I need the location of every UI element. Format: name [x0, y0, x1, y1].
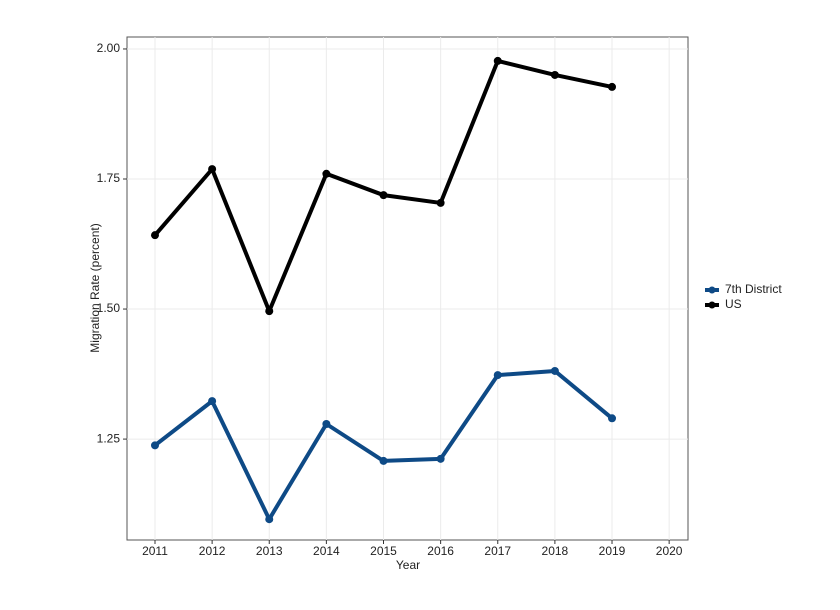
- x-tick-label: 2019: [599, 544, 626, 558]
- plot-panel: [126, 36, 689, 541]
- legend-key-point: [708, 286, 716, 294]
- x-tick-label: 2013: [256, 544, 283, 558]
- x-tick-label: 2020: [656, 544, 683, 558]
- x-axis-title: Year: [396, 558, 420, 572]
- y-tick-label: 1.25: [97, 431, 121, 445]
- data-point: [608, 82, 617, 91]
- marks: [150, 56, 617, 524]
- x-tick-label: 2014: [313, 544, 340, 558]
- data-point: [550, 70, 559, 79]
- x-tick-label: 2016: [427, 544, 454, 558]
- x-tick-label: 2017: [484, 544, 511, 558]
- data-point: [379, 456, 388, 465]
- data-point: [436, 198, 445, 207]
- data-point: [265, 515, 274, 524]
- data-point: [265, 307, 274, 316]
- data-point: [208, 397, 217, 406]
- x-tick-label: 2018: [542, 544, 569, 558]
- data-point: [322, 169, 331, 178]
- data-point: [493, 56, 502, 65]
- data-point: [550, 366, 559, 375]
- data-point: [322, 420, 331, 429]
- x-tick-label: 2012: [199, 544, 226, 558]
- y-tick-label: 1.50: [97, 301, 121, 315]
- legend-key-point: [708, 301, 716, 309]
- x-tick-label: 2015: [370, 544, 397, 558]
- data-point: [150, 231, 159, 240]
- y-axis-title: Migration Rate (percent): [88, 223, 102, 352]
- data-point: [150, 441, 159, 450]
- data-point: [608, 414, 617, 423]
- x-tick-label: 2011: [142, 544, 168, 558]
- data-point: [436, 454, 445, 463]
- data-point: [379, 191, 388, 200]
- legend-label: 7th District: [725, 282, 782, 296]
- data-point: [493, 371, 502, 380]
- legend-label: US: [725, 297, 742, 311]
- grid: [127, 37, 688, 540]
- data-point: [208, 165, 217, 174]
- y-tick-label: 2.00: [97, 41, 121, 55]
- y-tick-label: 1.75: [97, 171, 121, 185]
